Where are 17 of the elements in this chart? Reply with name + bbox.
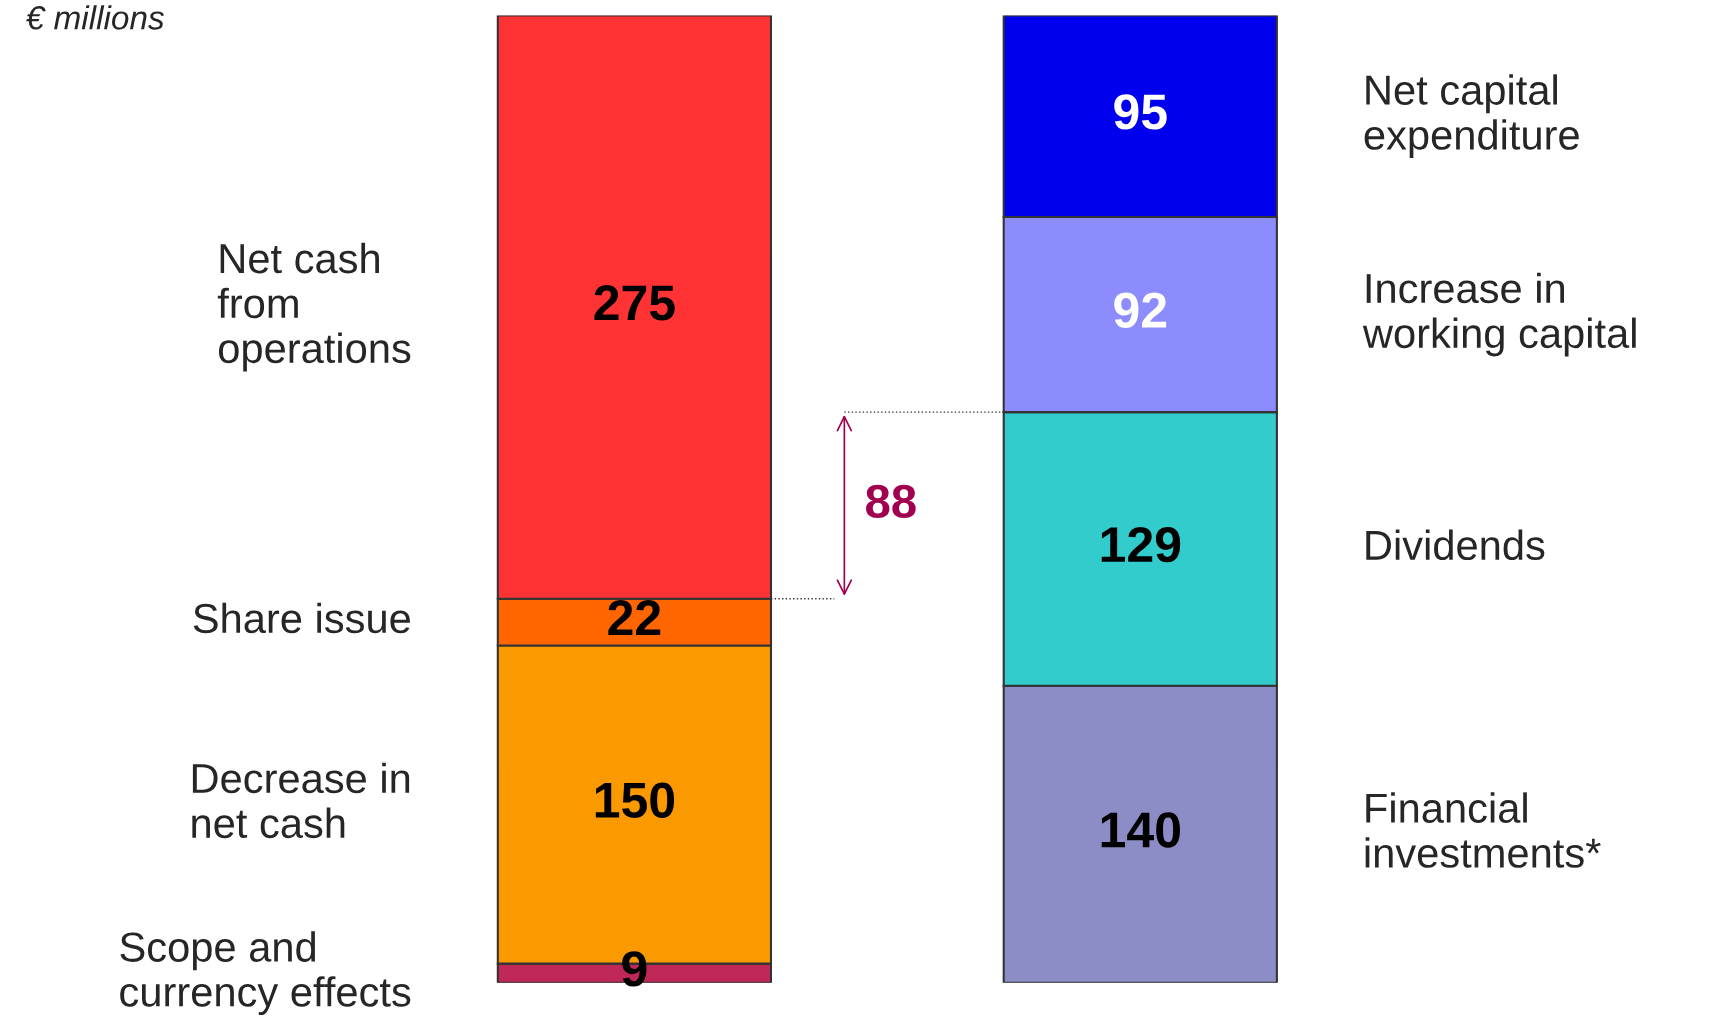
data-label: 22: [608, 600, 661, 636]
text: Net capital expenditure: [1364, 74, 1579, 159]
data-label: 129: [1101, 526, 1181, 563]
text: Increase in working capital: [1362, 272, 1636, 357]
text: Decrease in net cash: [192, 762, 410, 839]
data-label: 140: [1101, 812, 1180, 848]
annotation: 88: [866, 484, 916, 519]
data-label: 92: [1114, 292, 1167, 328]
text: € millions: [26, 5, 164, 30]
text: Dividends: [1366, 529, 1545, 561]
data-label: 95: [1114, 94, 1167, 130]
text: Share issue: [193, 602, 410, 634]
text: Net cash from operations: [217, 242, 411, 372]
data-label: 275: [594, 285, 675, 321]
text: Scope and currency effects: [120, 931, 411, 1016]
data-label: 150: [595, 782, 675, 818]
text: Financial investments*: [1365, 792, 1601, 868]
